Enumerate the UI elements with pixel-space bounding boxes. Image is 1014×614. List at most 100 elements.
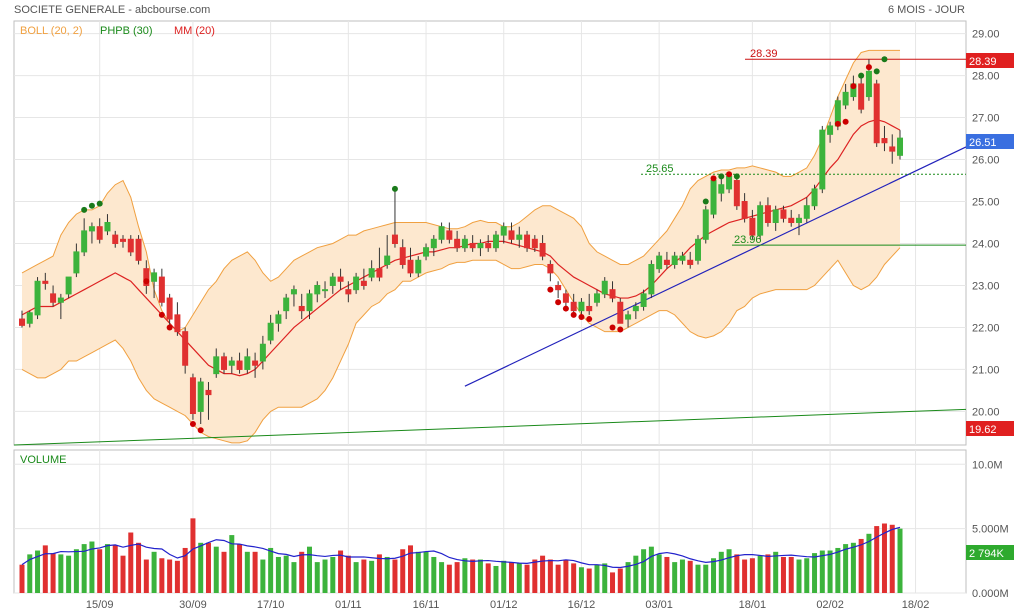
candle	[788, 209, 795, 227]
volume-bar	[664, 556, 670, 593]
candle	[555, 281, 562, 299]
svg-text:2 794K: 2 794K	[969, 548, 1005, 560]
y-tick-label: 29.00	[972, 29, 1000, 41]
candle	[500, 222, 507, 244]
volume-bar	[338, 550, 344, 593]
candle	[485, 235, 492, 252]
candle	[889, 134, 896, 164]
volume-bar	[866, 533, 872, 593]
candle-body	[555, 284, 562, 291]
candle	[446, 222, 453, 244]
candle	[764, 197, 771, 227]
volume-bar	[718, 551, 724, 593]
volume-bar	[268, 547, 274, 593]
volume-bar	[462, 558, 468, 593]
volume-bar	[229, 535, 235, 593]
candle-body	[780, 209, 787, 219]
candle	[329, 272, 336, 294]
candle	[710, 176, 717, 219]
candle-body	[283, 297, 290, 312]
candle	[306, 289, 313, 320]
candle	[531, 235, 538, 252]
candle	[524, 230, 531, 252]
candle-body	[601, 280, 608, 295]
sar-dot	[842, 118, 849, 125]
candle-body	[345, 289, 352, 295]
candle-body	[221, 356, 228, 370]
candle-body	[570, 301, 577, 312]
candle-body	[267, 322, 274, 341]
sar-dot	[570, 311, 577, 318]
candle	[283, 293, 290, 320]
candle-body	[135, 238, 142, 261]
annotation-level-mid: 25.65	[646, 163, 674, 175]
x-tick-label: 18/01	[739, 599, 767, 611]
candle	[135, 235, 142, 265]
candle-body	[811, 188, 818, 207]
candle-body	[625, 314, 632, 320]
candle-body	[213, 356, 220, 375]
volume-bar	[571, 563, 577, 593]
candle-body	[764, 205, 771, 224]
candle	[625, 310, 632, 328]
candle-body	[430, 238, 437, 249]
volume-bar	[555, 564, 561, 593]
candle-body	[275, 314, 282, 324]
candle-body	[259, 343, 266, 362]
volume-bar	[260, 559, 266, 593]
candle	[663, 251, 670, 269]
candle-body	[34, 280, 41, 316]
volume-ma-line	[21, 526, 901, 569]
volume-bar	[369, 560, 375, 593]
candle	[492, 230, 499, 252]
candle-body	[897, 137, 904, 156]
candle	[244, 348, 251, 374]
candle	[632, 302, 639, 320]
candle-body	[391, 234, 398, 244]
candle	[796, 214, 802, 236]
volume-bar	[400, 549, 406, 593]
x-tick-label: 01/12	[490, 599, 518, 611]
volume-bar	[726, 549, 732, 593]
candle	[143, 260, 150, 294]
candle	[593, 289, 600, 307]
volume-bar	[773, 551, 779, 593]
candle-body	[166, 297, 173, 320]
sar-dot	[718, 173, 725, 180]
trend-line-support	[13, 408, 967, 446]
candle-body	[687, 259, 694, 265]
candle-body	[500, 226, 507, 236]
candle-body	[749, 217, 756, 236]
trend-line-uptrend	[464, 146, 967, 387]
candle	[516, 226, 523, 248]
sar-dot	[197, 427, 204, 434]
candle-body	[679, 255, 686, 261]
sar-dot	[158, 311, 165, 318]
candle-body	[360, 280, 367, 286]
volume-bar	[27, 554, 33, 593]
volume-bar	[858, 538, 864, 593]
candle	[205, 382, 212, 420]
sar-dot	[143, 278, 150, 285]
candle-body	[819, 129, 826, 190]
volume-bar	[780, 556, 786, 593]
candle-body	[827, 125, 834, 135]
candle-body	[57, 297, 64, 303]
candle	[640, 289, 647, 311]
candle-body	[842, 91, 849, 106]
bollinger-lower	[21, 247, 901, 444]
legend-mm: MM (20)	[174, 25, 215, 37]
volume-tick-label: 0.000M	[972, 588, 1009, 600]
volume-bar	[625, 562, 631, 593]
x-tick-label: 03/01	[645, 599, 673, 611]
x-tick-label: 01/11	[335, 599, 362, 611]
volume-bar	[439, 562, 445, 593]
candle-body	[151, 272, 158, 282]
candle	[415, 256, 422, 278]
volume-bar	[547, 559, 553, 593]
volume-bar	[136, 542, 142, 593]
candle-body	[96, 226, 103, 240]
candle-body	[710, 180, 717, 215]
candle-body	[663, 259, 670, 265]
volume-bar	[796, 559, 802, 593]
